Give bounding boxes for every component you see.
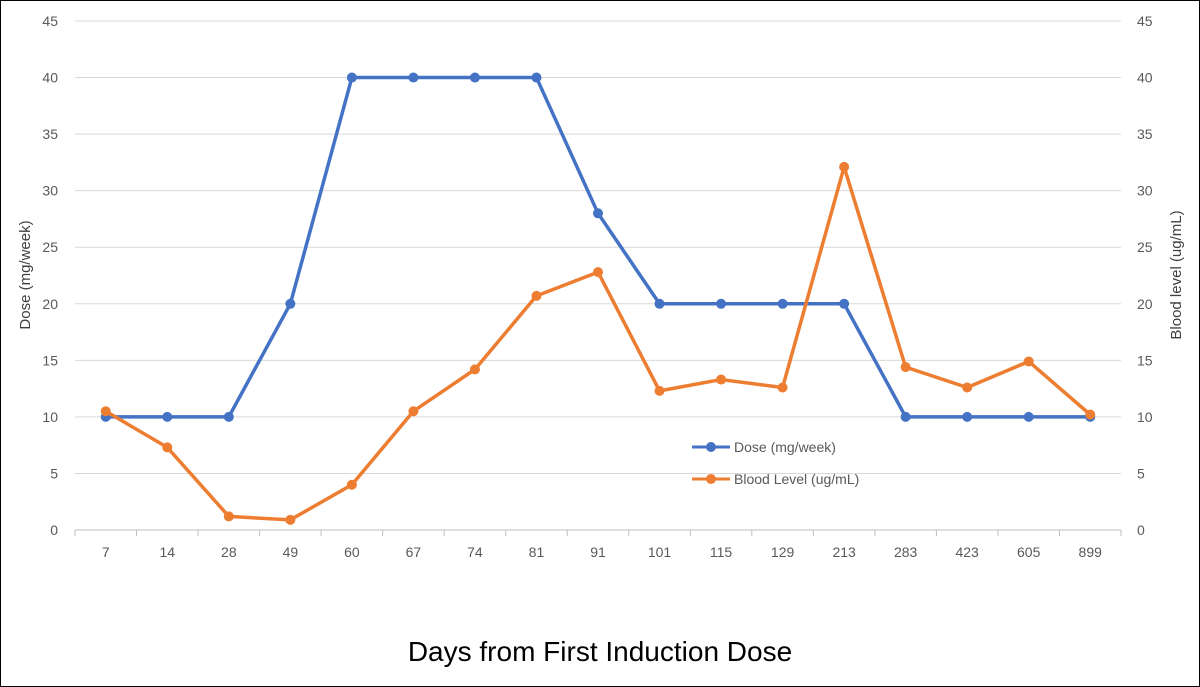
y-left-tick-label: 0 (50, 522, 58, 538)
point-blood-level (1023, 356, 1034, 367)
point-blood-level (593, 267, 603, 278)
x-tick-label: 81 (529, 544, 545, 560)
x-tick-label: 423 (955, 544, 979, 560)
y-left-tick-label: 10 (42, 409, 58, 425)
point-blood-level (962, 382, 973, 393)
y-right-tick-label: 45 (1137, 13, 1153, 29)
y-right-tick-labels: 0 5 10 15 20 25 30 35 40 45 (1137, 13, 1153, 538)
point-blood-level (285, 514, 296, 525)
point-dose (777, 298, 788, 309)
y-right-tick-label: 0 (1137, 522, 1145, 538)
point-blood-level (654, 385, 665, 396)
y-left-tick-labels: 0 5 10 15 20 25 30 35 40 45 (42, 13, 58, 538)
x-tick-label: 283 (894, 544, 918, 560)
y-right-tick-label: 25 (1137, 239, 1153, 255)
y-left-tick-label: 25 (42, 239, 58, 255)
y-axis-right-label: Blood level (ug/mL) (1168, 210, 1185, 339)
point-blood-level (408, 406, 419, 417)
y-left-tick-label: 45 (42, 13, 58, 29)
y-left-tick-label: 35 (42, 126, 58, 142)
x-tick-label: 213 (832, 544, 856, 560)
point-blood-level (162, 442, 173, 453)
point-blood-level (100, 406, 111, 417)
point-dose (900, 411, 911, 422)
x-tick-label: 49 (283, 544, 299, 560)
x-tick-label: 7 (102, 544, 110, 560)
point-blood-level (469, 364, 480, 375)
x-axis-title: Days from First Induction Dose (407, 636, 793, 667)
point-dose (716, 298, 727, 309)
point-dose (593, 208, 603, 219)
y-right-tick-label: 35 (1137, 126, 1153, 142)
gridlines (75, 20, 1121, 531)
point-dose (839, 298, 850, 309)
point-blood-level (839, 161, 850, 172)
y-right-tick-label: 15 (1137, 352, 1153, 368)
x-tick-label: 60 (344, 544, 360, 560)
y-right-tick-label: 40 (1137, 70, 1153, 86)
point-dose (408, 72, 419, 83)
x-tick-label: 67 (406, 544, 422, 560)
y-right-tick-label: 20 (1137, 296, 1153, 312)
legend-label-blood-level: Blood Level (ug/mL) (734, 471, 859, 487)
point-dose (1023, 411, 1034, 422)
x-tick-label: 14 (160, 544, 176, 560)
y-axis-left-label: Dose (mg/week) (17, 220, 34, 329)
x-tick-label: 101 (648, 544, 672, 560)
y-right-tick-label: 30 (1137, 183, 1153, 199)
series-group (100, 72, 1096, 525)
legend-marker-dose (706, 442, 716, 452)
x-tick-label: 28 (221, 544, 237, 560)
legend-marker-blood-level (706, 474, 716, 484)
y-left-tick-label: 5 (50, 465, 58, 481)
point-blood-level (531, 290, 542, 301)
point-dose (469, 72, 480, 83)
point-dose (531, 72, 542, 83)
y-left-tick-label: 15 (42, 352, 58, 368)
legend-item-blood-level: Blood Level (ug/mL) (692, 471, 859, 487)
point-dose (223, 411, 234, 422)
point-dose (654, 298, 665, 309)
point-dose (962, 411, 973, 422)
legend: Dose (mg/week) Blood Level (ug/mL) (692, 439, 859, 487)
x-tick-label: 74 (467, 544, 483, 560)
legend-label-dose: Dose (mg/week) (734, 439, 836, 455)
series-line-blood-level (104, 165, 1092, 522)
x-tick-label: 605 (1017, 544, 1041, 560)
y-left-tick-label: 20 (42, 296, 58, 312)
point-blood-level (716, 374, 727, 385)
point-dose (285, 298, 296, 309)
y-left-tick-label: 40 (42, 70, 58, 86)
point-dose (346, 72, 357, 83)
y-right-tick-label: 5 (1137, 465, 1145, 481)
x-tick-label: 129 (771, 544, 795, 560)
y-right-tick-label: 10 (1137, 409, 1153, 425)
legend-item-dose: Dose (mg/week) (692, 439, 836, 455)
point-dose (162, 411, 173, 422)
y-left-tick-label: 30 (42, 183, 58, 199)
x-tick-label: 899 (1079, 544, 1103, 560)
x-tick-label: 115 (710, 544, 733, 560)
point-blood-level (346, 479, 357, 490)
point-blood-level (900, 362, 911, 373)
point-blood-level (777, 382, 788, 393)
x-tick-labels: 7 14 28 49 60 67 74 81 91 101 115 129 213 283 423 605 89… (74, 530, 1122, 560)
point-blood-level (223, 511, 234, 522)
x-tick-label: 91 (590, 544, 606, 560)
point-blood-level (1085, 409, 1096, 420)
